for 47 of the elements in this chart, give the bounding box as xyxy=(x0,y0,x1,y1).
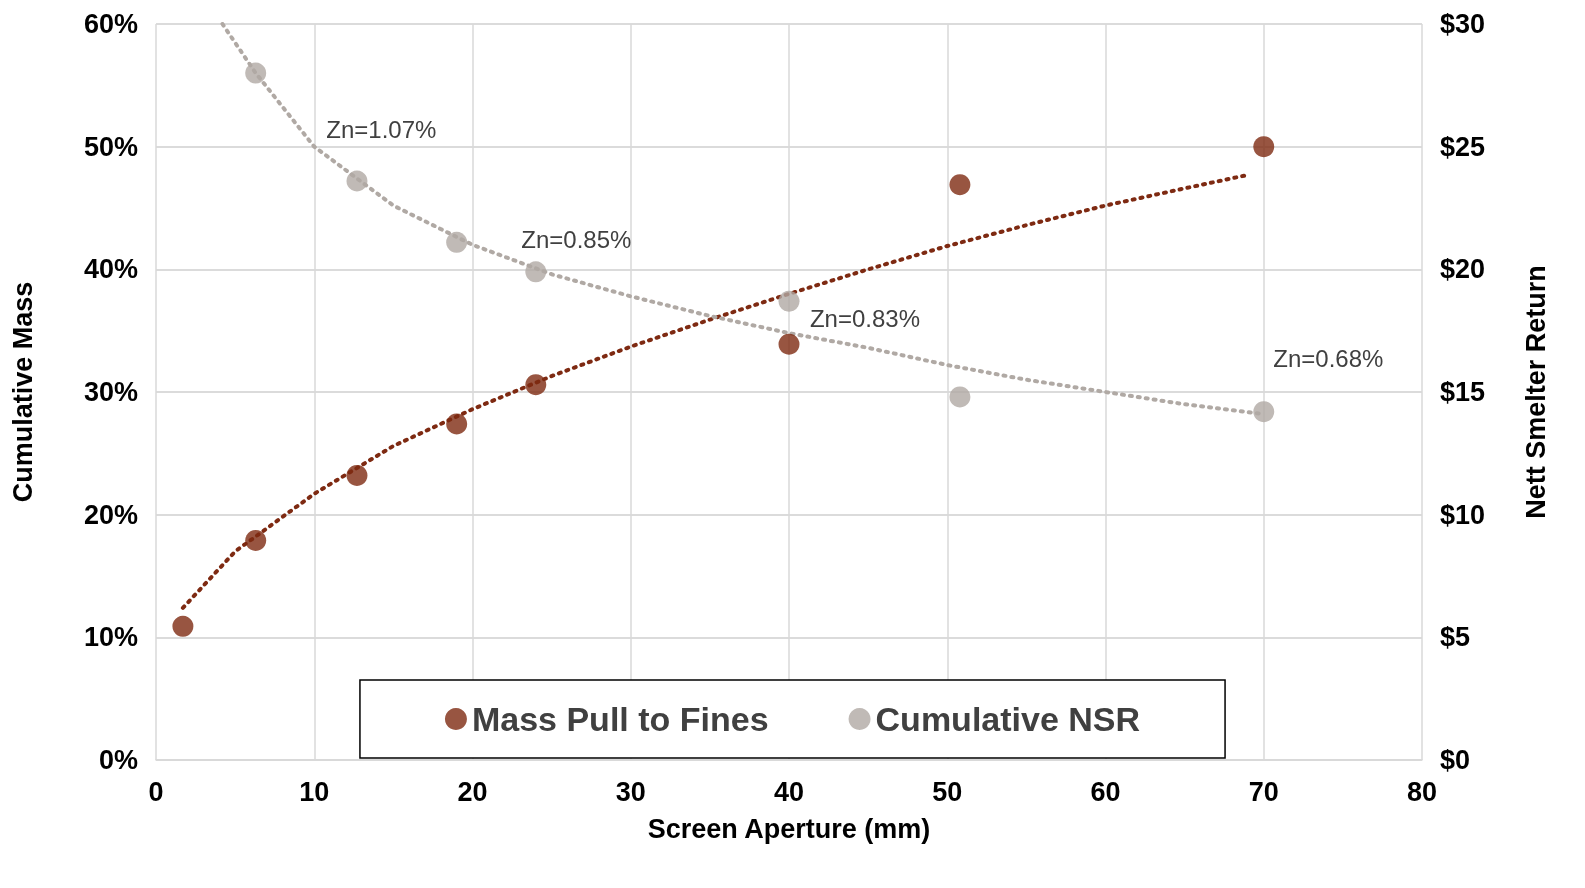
y-axis-title: Cumulative Mass xyxy=(7,281,38,503)
x-tick-label: 10 xyxy=(299,776,330,807)
point xyxy=(446,413,468,435)
point xyxy=(446,231,468,253)
y-tick-label: 40% xyxy=(83,254,138,285)
y2-tick-label: $20 xyxy=(1440,254,1486,285)
y2-tick-label: $25 xyxy=(1440,131,1486,162)
annotation: Zn=0.83% xyxy=(809,304,920,332)
y-tick-label: 50% xyxy=(83,131,138,162)
x-tick-label: 80 xyxy=(1406,776,1438,807)
point xyxy=(778,290,800,312)
point xyxy=(245,529,267,551)
point xyxy=(525,261,547,283)
x-axis-title: Screen Aperture (mm) xyxy=(647,813,931,844)
y-tick-label: 30% xyxy=(83,377,138,407)
point xyxy=(949,386,971,408)
y-tick-label: 10% xyxy=(83,622,138,653)
point xyxy=(172,615,194,637)
x-tick-label: 70 xyxy=(1248,776,1279,807)
point xyxy=(949,174,971,196)
point xyxy=(525,374,547,396)
annotation: Zn=1.07% xyxy=(326,115,437,143)
y-tick-label: 0% xyxy=(98,745,138,775)
x-tick-label: 40 xyxy=(773,776,805,807)
y2-tick-label: $0 xyxy=(1440,745,1471,775)
y2-tick-label: $10 xyxy=(1440,499,1486,530)
x-tick-label: 60 xyxy=(1090,776,1121,807)
point xyxy=(1253,401,1275,423)
legend-label: Mass Pull to Fines xyxy=(471,700,769,738)
y-tick-label: 60% xyxy=(83,9,138,39)
x-tick-label: 50 xyxy=(932,776,963,807)
x-tick-label: 0 xyxy=(148,776,164,807)
x-tick-label: 30 xyxy=(615,776,646,807)
annotation: Zn=0.68% xyxy=(1273,345,1384,373)
x-tick-label: 20 xyxy=(457,776,488,807)
y2-tick-label: $5 xyxy=(1440,622,1471,653)
point xyxy=(245,62,267,84)
y2-tick-label: $15 xyxy=(1440,377,1486,407)
point xyxy=(1253,136,1275,158)
y-tick-label: 20% xyxy=(83,499,138,530)
point xyxy=(346,170,368,192)
point xyxy=(346,464,368,486)
annotation: Zn=0.85% xyxy=(521,226,632,254)
point xyxy=(778,333,800,355)
legend-label: Cumulative NSR xyxy=(875,700,1141,738)
y2-tick-label: $30 xyxy=(1440,9,1486,39)
y2-axis-title: Nett Smelter Return xyxy=(1520,265,1551,519)
